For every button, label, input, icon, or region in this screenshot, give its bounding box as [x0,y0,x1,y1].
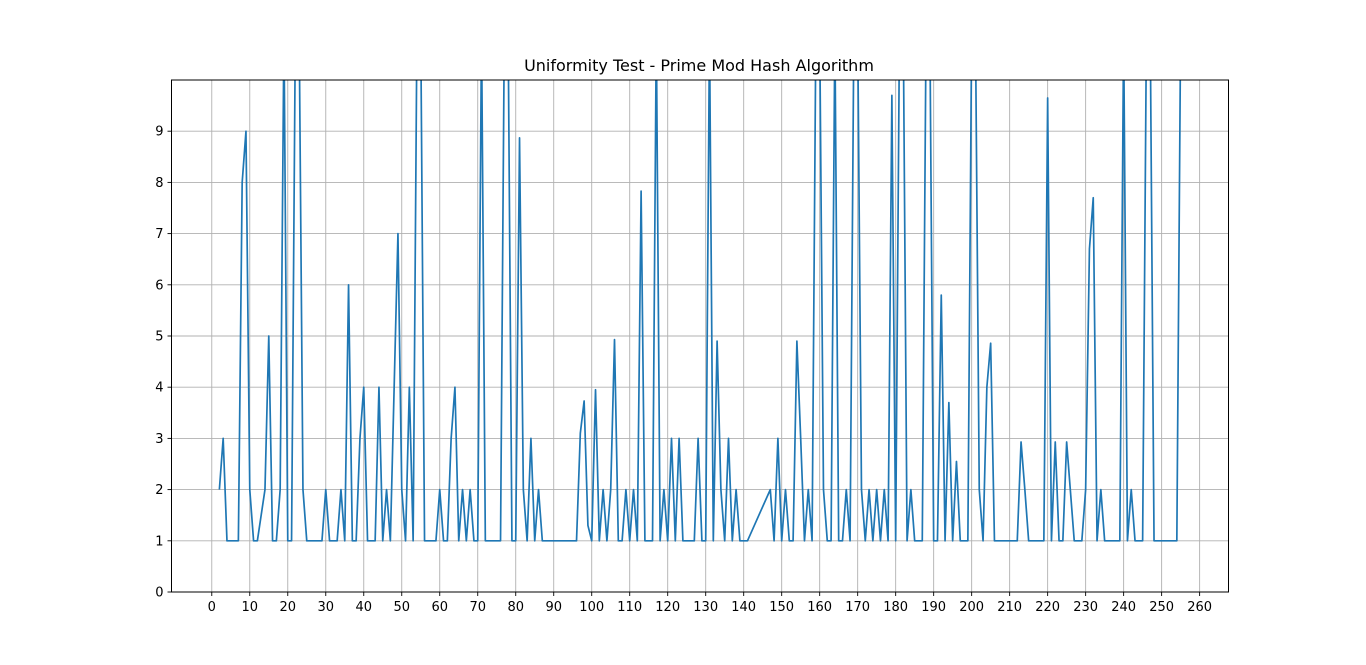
x-tick-label: 150 [769,600,794,615]
x-tick-label: 30 [317,600,334,615]
y-tick-label: 7 [155,227,163,242]
x-tick-label: 10 [241,600,258,615]
y-tick-label: 9 [155,125,163,140]
x-tick-label: 130 [693,600,718,615]
y-tick-label: 6 [155,278,163,293]
y-tick-label: 5 [155,330,163,345]
x-tick-label: 250 [1149,600,1174,615]
x-tick-label: 80 [507,600,524,615]
x-tick-label: 60 [431,600,448,615]
x-tick-label: 160 [807,600,832,615]
x-tick-label: 50 [393,600,410,615]
series-line [218,80,1182,542]
x-tick-label: 120 [655,600,680,615]
x-tick-label: 140 [731,600,756,615]
x-tick-label: 100 [579,600,604,615]
x-tick-label: 40 [355,600,372,615]
x-tick-label: 20 [279,600,296,615]
chart-title: Uniformity Test - Prime Mod Hash Algorit… [524,56,874,75]
x-tick-label: 210 [997,600,1022,615]
x-tick-label: 90 [545,600,562,615]
y-tick-label: 1 [155,534,163,549]
series-layer [218,80,1182,542]
y-tick-label: 0 [155,586,163,601]
x-axis: 0 10 20 30 40 50 60 70 80 90 100 110 120 130 140 150 160… [208,592,1212,615]
y-tick-label: 4 [155,381,163,396]
x-tick-label: 0 [208,600,216,615]
x-tick-label: 180 [883,600,908,615]
x-tick-label: 200 [959,600,984,615]
x-tick-label: 230 [1073,600,1098,615]
x-tick-label: 190 [921,600,946,615]
y-tick-label: 8 [155,176,163,191]
x-tick-label: 260 [1187,600,1212,615]
x-tick-label: 240 [1111,600,1136,615]
grid [171,80,1229,593]
x-tick-label: 170 [845,600,870,615]
y-tick-label: 3 [155,432,163,447]
x-tick-label: 70 [469,600,486,615]
y-axis: 0 1 2 3 4 5 6 7 8 9 [155,125,172,601]
y-tick-label: 2 [155,483,163,498]
x-tick-label: 220 [1035,600,1060,615]
x-tick-label: 110 [617,600,642,615]
